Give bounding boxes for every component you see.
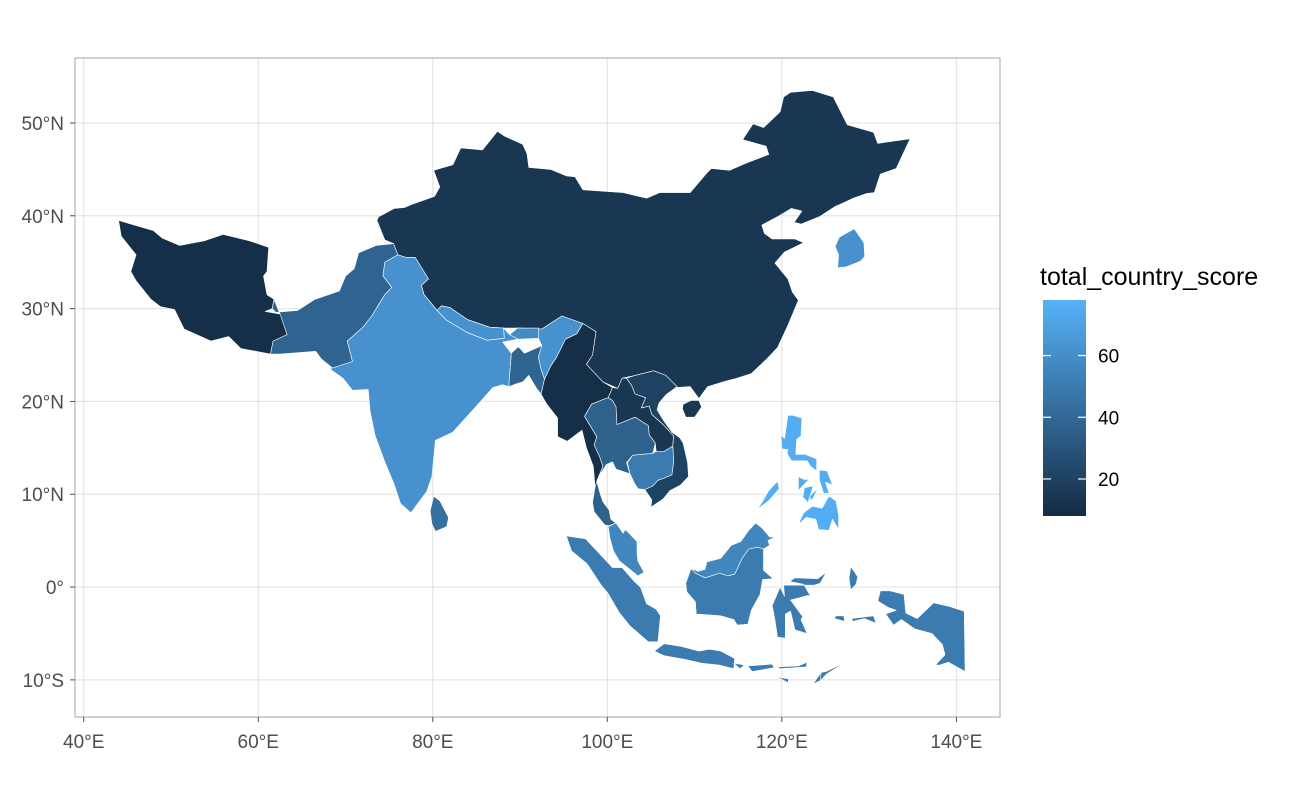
- region-cambodia: [627, 445, 674, 490]
- country-shape-indonesia: [733, 662, 745, 669]
- country-shape-philippines: [798, 476, 810, 491]
- plot-panel: [74, 57, 1001, 718]
- region-nepal: [436, 305, 505, 341]
- country-shape-indonesia: [747, 663, 775, 672]
- region-srilanka: [429, 495, 449, 532]
- country-shape-indonesia: [771, 675, 790, 683]
- country-shape-indonesia: [771, 571, 827, 639]
- x-tick-label: 140°E: [930, 732, 982, 753]
- country-shape-philippines: [799, 495, 839, 531]
- country-shape-indonesia: [654, 643, 735, 669]
- region-india: [329, 254, 584, 514]
- country-shape-indonesia: [776, 661, 808, 669]
- country-shape-southkorea: [834, 228, 865, 269]
- country-shape-indonesia: [851, 615, 877, 624]
- country-shape-malaysia: [607, 522, 645, 577]
- region-thailand: [584, 397, 656, 534]
- country-shape-indonesia: [566, 535, 661, 643]
- country-shape-indonesia: [877, 590, 966, 672]
- region-philippines: [757, 415, 839, 531]
- legend-label: 60: [1098, 347, 1119, 368]
- country-shape-vietnam: [626, 370, 689, 508]
- country-shape-malaysia: [690, 522, 776, 579]
- y-tick-label: 40°N: [22, 207, 64, 228]
- country-shape-cambodia: [627, 445, 674, 490]
- region-bhutan: [509, 327, 539, 340]
- country-shape-philippines: [819, 469, 833, 494]
- y-tick-label: 20°N: [22, 392, 64, 413]
- axes: 40°E 60°E 80°E 100°E 120°E 140°E 50°N 40°N 30°N 2…: [22, 114, 983, 753]
- country-shape-philippines: [809, 488, 818, 501]
- country-regions: [118, 90, 966, 684]
- country-shape-philippines: [802, 485, 814, 503]
- x-tick-label: 120°E: [756, 732, 808, 753]
- x-tick-label: 100°E: [581, 732, 633, 753]
- x-tick-label: 40°E: [63, 732, 104, 753]
- country-shape-philippines: [757, 480, 780, 510]
- legend-title: total_country_score: [1040, 263, 1258, 291]
- legend-colorbar: [1043, 300, 1086, 516]
- country-shape-srilanka: [429, 495, 449, 532]
- legend-ticks: 20 40 60: [1043, 347, 1119, 491]
- legend-label: 40: [1098, 408, 1119, 429]
- country-shape-thailand: [584, 397, 656, 534]
- region-southkorea: [834, 228, 865, 269]
- region-malaysia: [607, 522, 776, 579]
- y-tick-label: 10°N: [22, 485, 64, 506]
- x-tick-label: 60°E: [238, 732, 279, 753]
- country-shape-india: [329, 254, 584, 514]
- region-vietnam: [626, 370, 689, 508]
- country-shape-timor: [819, 663, 843, 682]
- country-shape-indonesia: [848, 566, 859, 591]
- country-shape-philippines: [780, 415, 817, 472]
- x-tick-label: 80°E: [412, 732, 453, 753]
- country-shape-nepal: [436, 305, 505, 341]
- y-tick-label: 50°N: [22, 114, 64, 135]
- y-tick-label: 0°: [46, 578, 64, 599]
- y-tick-label: 10°S: [23, 671, 64, 692]
- region-timor: [819, 663, 843, 682]
- country-shape-hainan: [682, 400, 702, 418]
- legend-label: 20: [1098, 470, 1119, 491]
- y-tick-label: 30°N: [22, 300, 64, 321]
- country-shape-indonesia: [833, 615, 845, 622]
- country-shape-bhutan: [509, 327, 539, 340]
- panel-border: [74, 57, 1001, 718]
- legend: total_country_score 20 40 60: [1040, 263, 1258, 516]
